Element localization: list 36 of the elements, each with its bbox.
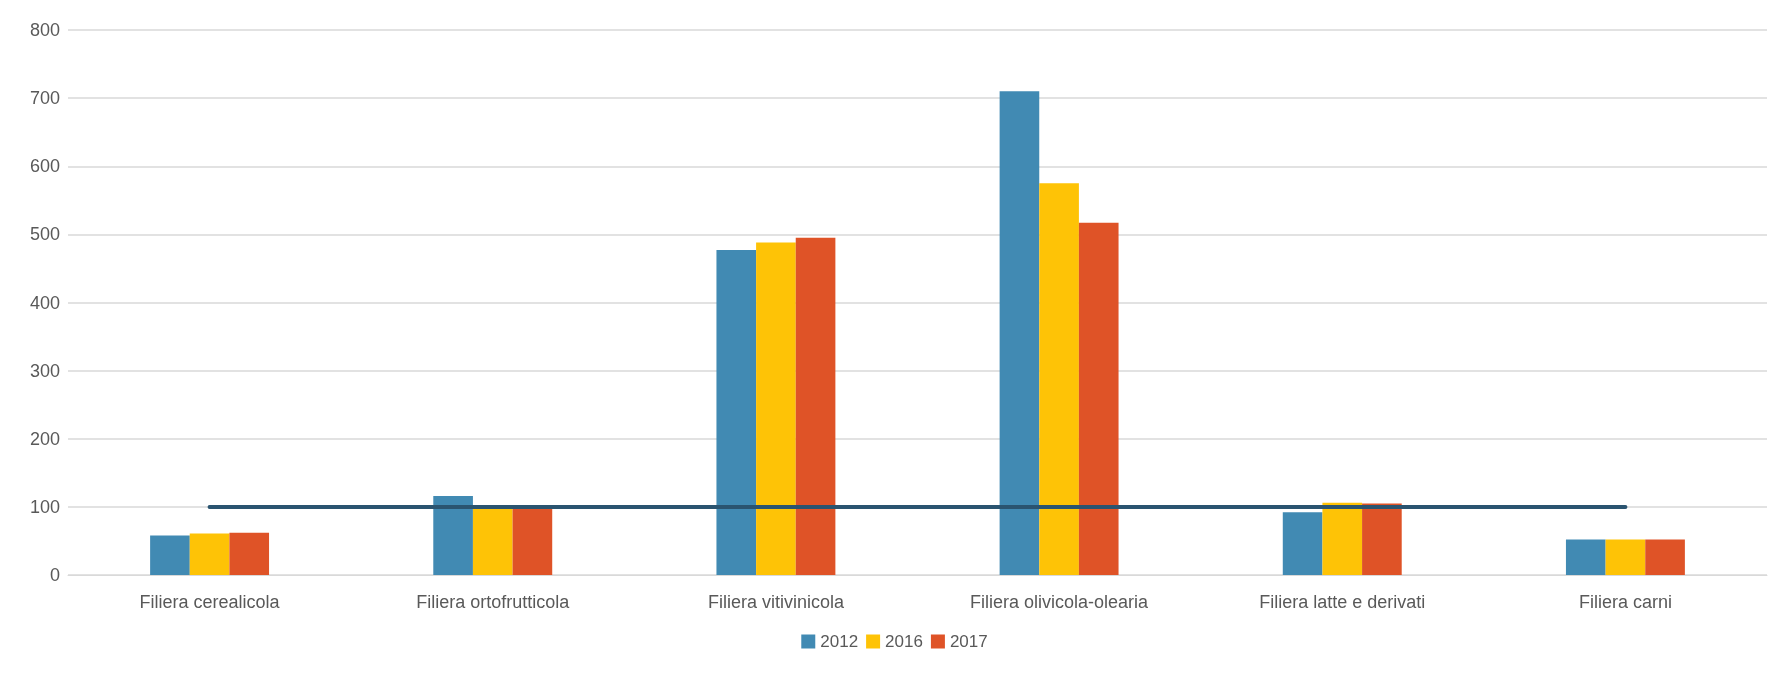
y-tick-label: 500 — [29, 224, 60, 245]
legend-label: 2012 — [820, 632, 859, 651]
legend-label: 2017 — [949, 632, 988, 651]
bar — [1565, 539, 1606, 575]
bar — [229, 532, 270, 575]
bar — [1322, 502, 1363, 575]
bar — [1039, 183, 1079, 575]
bar — [795, 237, 836, 575]
y-tick-label: 200 — [29, 428, 60, 449]
x-tick-label: Filiera carni — [1578, 592, 1672, 612]
bar — [1645, 539, 1685, 575]
y-tick-label: 0 — [49, 565, 60, 585]
bar — [472, 508, 513, 575]
bar — [756, 242, 796, 575]
y-tick-label: 700 — [29, 88, 60, 109]
x-tick-label: Filiera ortofrutticola — [416, 592, 571, 612]
x-tick-label: Filiera vitivinicola — [707, 592, 845, 612]
y-tick-label: 600 — [29, 156, 60, 177]
legend-label: 2016 — [885, 632, 923, 651]
x-tick-label: Filiera cerealicola — [139, 592, 281, 612]
y-tick-label: 300 — [29, 360, 60, 381]
bar — [512, 508, 553, 575]
y-tick-label: 100 — [29, 496, 60, 517]
x-tick-label: Filiera olivicola-olearia — [970, 592, 1150, 612]
bar — [716, 250, 757, 575]
bar — [1282, 512, 1323, 575]
bar — [150, 535, 190, 575]
x-tick-label: Filiera latte e derivati — [1259, 592, 1426, 612]
bar — [999, 91, 1040, 575]
y-tick-label: 800 — [29, 20, 60, 40]
bar — [1078, 222, 1119, 575]
bar — [1605, 539, 1646, 575]
bar — [189, 533, 230, 575]
bar — [1362, 503, 1402, 575]
bar — [433, 495, 473, 575]
y-tick-label: 400 — [29, 292, 60, 313]
